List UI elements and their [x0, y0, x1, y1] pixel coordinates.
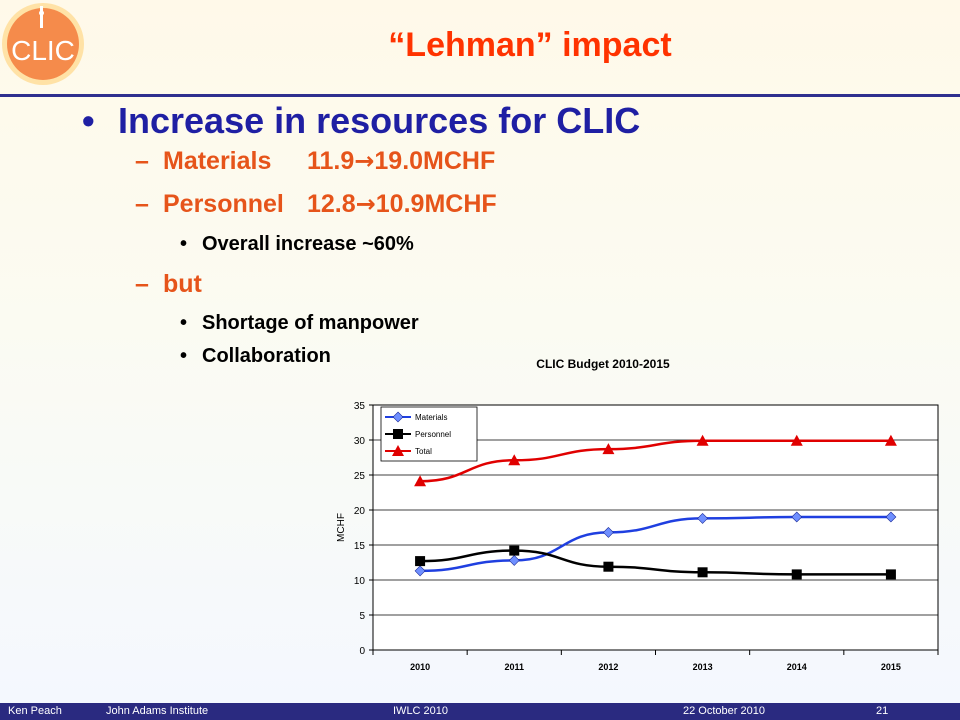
dash: – [135, 147, 149, 175]
point-materials [697, 512, 709, 524]
footer-bar: Ken Peach John Adams Institute IWLC 2010… [0, 703, 960, 720]
overall-increase-line: • Overall increase ~60% [180, 233, 414, 256]
y-tick-label: 30 [354, 436, 366, 447]
footer-page: 21 [876, 705, 889, 717]
y-tick-label: 15 [354, 541, 366, 552]
legend-label-materials: Materials [415, 413, 447, 422]
series-line-total [420, 439, 891, 483]
main-bullet: • Increase in resources for CLIC [82, 100, 640, 142]
bullet-dot: • [82, 100, 95, 141]
x-tick-label: 2014 [787, 662, 807, 672]
bullet-dot: • [180, 233, 188, 255]
legend-label-total: Total [415, 447, 432, 456]
but-line: – but [135, 270, 202, 299]
footer-institute: John Adams Institute [106, 705, 209, 717]
point-personnel [415, 556, 426, 567]
point-total [696, 434, 709, 446]
slide-title: “Lehman” impact [388, 26, 672, 64]
personnel-line: – Personnel 12.8→10.9MCHF [135, 190, 497, 219]
budget-chart: CLIC Budget 2010-2015 0 5 10 15 20 25 30 35 2010 2… [336, 357, 939, 672]
point-materials [791, 511, 803, 523]
logo-text: CLIC [11, 35, 75, 66]
materials-label: Materials [163, 147, 272, 175]
x-tick-label: 2010 [410, 662, 430, 672]
arrow-icon: → [354, 147, 375, 175]
point-personnel [885, 569, 896, 580]
materials-to: 19.0MCHF [374, 147, 496, 175]
point-personnel [697, 567, 708, 578]
shortage-line: • Shortage of manpower [180, 312, 419, 335]
legend-marker-total [392, 445, 404, 456]
collaboration-line: • Collaboration [180, 345, 331, 368]
personnel-label: Personnel [163, 190, 284, 218]
point-total [884, 434, 897, 446]
dash: – [135, 190, 149, 218]
legend-marker-materials [392, 411, 404, 423]
point-materials [602, 526, 614, 538]
x-tick-label: 2015 [881, 662, 901, 672]
bullet-dot: • [180, 345, 188, 367]
personnel-to: 10.9MCHF [375, 190, 497, 218]
point-total [414, 475, 427, 487]
personnel-from: 12.8 [307, 190, 356, 218]
chart-title: CLIC Budget 2010-2015 [536, 357, 670, 371]
footer-author: Ken Peach [8, 705, 62, 717]
x-tick-label: 2012 [598, 662, 618, 672]
y-tick-label: 35 [354, 401, 366, 412]
arrow-icon: → [355, 190, 376, 218]
footer-event: IWLC 2010 [393, 705, 449, 717]
y-tick-label: 0 [359, 646, 365, 657]
y-tick-label: 20 [354, 506, 366, 517]
point-personnel [791, 569, 802, 580]
footer-date: 22 October 2010 [683, 705, 765, 717]
main-bullet-text: Increase in resources for CLIC [118, 100, 641, 141]
point-materials [885, 511, 897, 523]
x-tick-label: 2011 [504, 662, 524, 672]
point-materials [414, 565, 426, 577]
dash: – [135, 270, 149, 298]
title-divider [0, 94, 960, 97]
y-tick-label: 10 [354, 576, 366, 587]
point-personnel [509, 545, 520, 556]
point-total [790, 434, 803, 446]
materials-from: 11.9 [307, 147, 355, 175]
point-total [602, 443, 615, 455]
point-materials [508, 554, 520, 566]
collaboration-text: Collaboration [202, 345, 331, 367]
shortage-text: Shortage of manpower [202, 312, 419, 334]
x-tick-label: 2013 [693, 662, 713, 672]
point-personnel [603, 561, 614, 572]
legend-marker-personnel [393, 429, 403, 439]
legend-label-personnel: Personnel [415, 430, 451, 439]
point-total [508, 454, 521, 466]
y-axis-label: MCHF [336, 513, 347, 542]
series-line-personnel [420, 549, 891, 576]
overall-increase-text: Overall increase ~60% [202, 233, 414, 255]
y-tick-label: 5 [359, 611, 365, 622]
materials-line: – Materials 11.9→19.0MCHF [135, 147, 495, 176]
y-tick-label: 25 [354, 471, 366, 482]
clic-logo: CLIC [2, 3, 84, 85]
bullet-dot: • [180, 312, 188, 334]
but-text: but [163, 270, 202, 298]
